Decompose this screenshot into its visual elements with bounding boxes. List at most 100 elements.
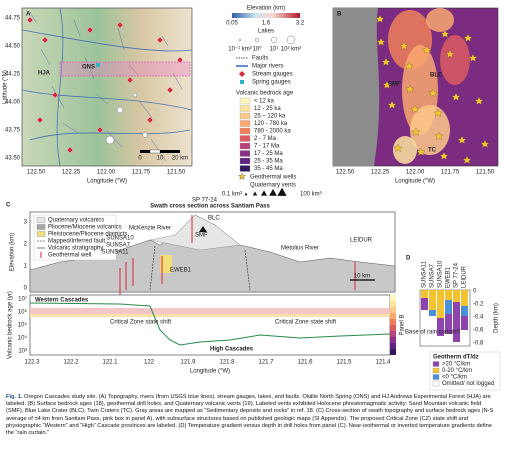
y-tick-label: 44.25 [5,72,21,78]
x-tick-label: 122.1 [102,360,118,366]
colorbar-tick: 0.05 [226,21,238,27]
legend-box [429,351,501,391]
y-tick-label: 10³ [18,349,27,355]
geothermal-well [462,155,472,164]
legend-label: Stream gauges [252,72,293,78]
geothermal-well [463,33,473,42]
colorbar-tick: 1.6 [262,21,271,27]
vent [199,226,207,232]
y-tick-label: 44.75 [5,16,21,22]
quaternary-volcanics [149,214,241,251]
scale-label: 20 km [172,156,188,162]
axis-label: Longitude (°W) [87,179,127,185]
x-tick-label: 121.9 [180,360,196,366]
x-tick-label: 122.00 [97,170,116,176]
legend-label: Geothermal well [48,253,91,259]
geotherm-bar [421,298,428,310]
stream [139,101,153,119]
strip-swatch [390,343,396,349]
geothermal-well [468,53,478,62]
y-tick-label: 43.50 [5,156,21,162]
axis-label: Elevation (km) [10,233,16,271]
river [29,129,191,141]
geothermal-well [428,88,438,97]
geotherm-bar [429,310,436,316]
age-swatch [239,105,251,112]
geothermal-well [382,80,392,89]
annotation: HJA [38,71,51,77]
stream [117,27,125,51]
stream [95,93,109,105]
y-tick-label: -0.8 [473,341,484,347]
age-profile [29,302,391,346]
column-label: EWEB1 [446,266,452,288]
legend-symbol [239,71,245,77]
sediment-area [333,8,380,166]
stream-gauge [176,56,184,64]
colorbar [232,13,300,18]
stream-gauge [156,36,164,44]
legend-label: 25 – 120 ka [254,114,286,120]
column-label: SUNSA10 [438,260,444,288]
strip-swatch [390,337,396,343]
stream-gauge [116,21,124,29]
well-label: SP 77-24 [192,198,218,204]
river [21,29,193,52]
legend-label: 25 - 35 Ma [254,159,283,165]
stream [161,35,169,47]
vent-symbol [252,191,258,196]
plot-frame [29,294,391,356]
strip-swatch [390,295,396,301]
legend-label: 12 - 25 ka [254,106,281,112]
well-label: SUNSA11 [102,250,130,256]
age-swatch [239,165,251,172]
axis-label: Volcanic bedrock age (yr) [8,291,14,359]
y-tick-label: 2 [24,242,28,248]
x-tick-label: 121.5 [336,360,352,366]
stream [29,11,37,23]
vent-size-label: 100 km³ [300,192,322,198]
geothermal-well [474,96,484,105]
geothermal-well [410,104,420,113]
x-tick-label: 121.6 [297,360,313,366]
strip-swatch [390,319,396,325]
lake-symbol [254,38,259,43]
age-swatch [239,120,251,127]
spring-gauge [96,63,100,67]
annotation: Base of rain curtain? [405,330,461,336]
panel-label: D [406,256,411,262]
x-tick-label: 121.8 [219,360,235,366]
y-tick-label: 43.75 [5,128,21,134]
strip-label: Panel B [400,314,406,335]
legend-label: Major rivers [252,64,283,70]
panel-label: C [6,203,11,209]
column-label: SP 77-24 [454,262,460,288]
annotation: TC [428,148,437,154]
geotherm-bar [445,300,452,314]
well-label: SUNSA7 [106,243,131,249]
legend-label: 17 - 25 Ma [254,151,283,157]
legend-label: Pleistocene/Pliocene diamicts [48,232,127,238]
vent-symbol [269,188,277,196]
legend-label: <0 °C/km [442,375,467,381]
stream-gauge [51,91,59,99]
stream-gauge [166,86,174,94]
legend-label: Quaternary volcanics [48,218,104,224]
geothermal-well [451,92,461,101]
strip-swatch [390,325,396,331]
geothermal-well [434,131,444,140]
river [56,7,64,167]
geotherm-bar [461,290,468,306]
geothermal-well [399,41,409,50]
stream-gauge [86,26,94,34]
legend-symbol [36,231,46,237]
geotherm-bar [421,290,428,298]
legend-symbol [240,80,244,84]
x-tick-label: 122.25 [62,170,81,176]
legend-label: 2 - 7 Ma [254,136,277,142]
geothermal-well [405,84,415,93]
geotherm-bar [437,290,444,318]
x-tick-label: 122.25 [371,170,390,176]
